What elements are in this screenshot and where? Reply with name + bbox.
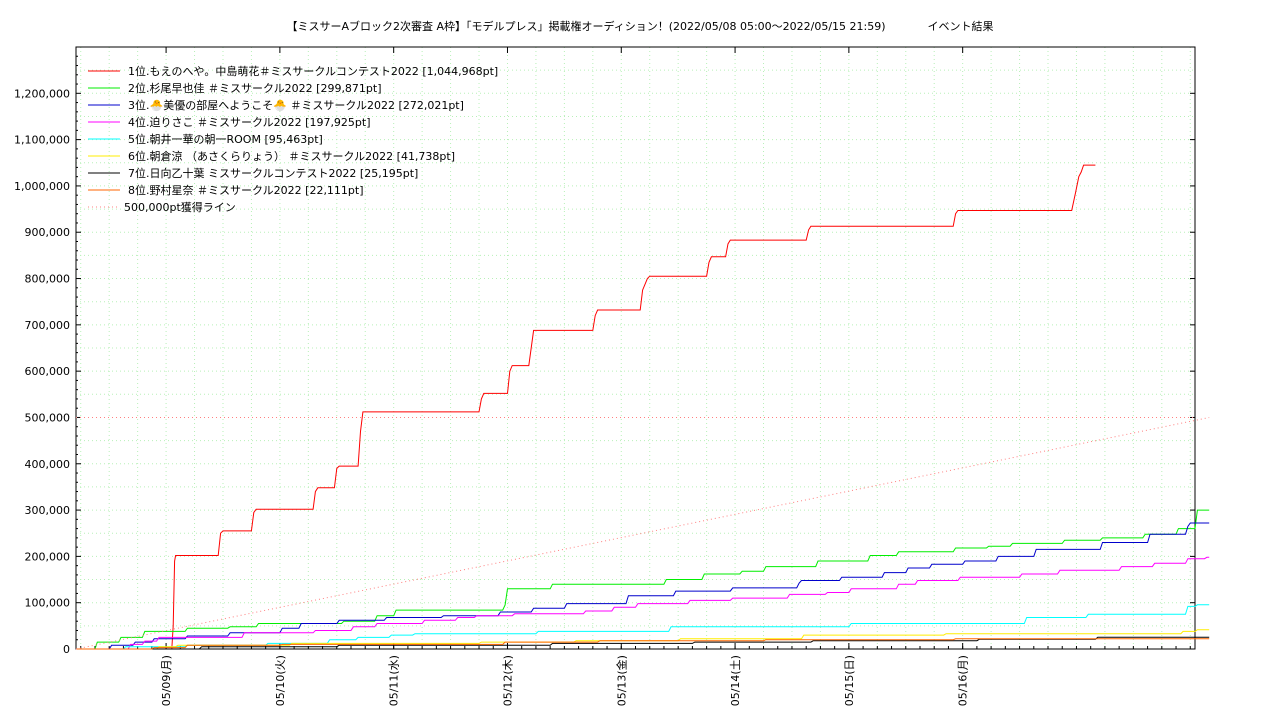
legend-label: 4位.迫りさこ ＃ミスサークル2022 [197,925pt] xyxy=(128,115,371,129)
legend-label: 7位.日向乙十葉 ミスサークルコンテスト2022 [25,195pt] xyxy=(128,166,418,180)
y-tick-label: 900,000 xyxy=(25,226,71,239)
legend-label: 3位.🐣美優の部屋へようこそ🐣 ＃ミスサークル2022 [272,021pt] xyxy=(128,98,464,112)
y-tick-label: 1,000,000 xyxy=(14,180,70,193)
legend-label: 500,000pt獲得ライン xyxy=(124,201,236,214)
series-line-9 xyxy=(75,417,1210,650)
y-tick-label: 500,000 xyxy=(25,411,71,424)
legend-label: 6位.朝倉涼 （あさくらりょう） ＃ミスサークル2022 [41,738pt] xyxy=(128,149,455,163)
y-tick-label: 400,000 xyxy=(25,458,71,471)
x-tick-label: 05/14(土) xyxy=(729,655,742,706)
series-line-2 xyxy=(76,509,1210,650)
y-tick-label: 600,000 xyxy=(25,365,71,378)
series-line-3 xyxy=(76,522,1210,650)
y-tick-label: 0 xyxy=(63,643,70,656)
y-tick-label: 1,100,000 xyxy=(14,134,70,147)
legend-label: 8位.野村星奈 ＃ミスサークル2022 [22,111pt] xyxy=(128,183,364,197)
legend-label: 1位.もえのへや。中島萌花＃ミスサークルコンテスト2022 [1,044,968… xyxy=(128,64,498,78)
x-tick-label: 05/16(月) xyxy=(957,655,970,706)
legend-label: 2位.杉尾早也佳 ＃ミスサークル2022 [299,871pt] xyxy=(128,81,382,95)
chart-title: 【ミスサーAブロック2次審査 A枠】「モデルプレス」掲載権オーディション！(20… xyxy=(286,20,994,33)
series-line-8 xyxy=(76,638,1210,650)
x-tick-label: 05/10(火) xyxy=(274,655,287,706)
y-tick-label: 100,000 xyxy=(25,597,71,610)
y-tick-label: 200,000 xyxy=(25,550,71,563)
y-tick-label: 700,000 xyxy=(25,319,71,332)
x-tick-label: 05/13(金) xyxy=(614,655,628,706)
x-tick-label: 05/11(水) xyxy=(388,655,401,706)
x-tick-label: 05/09(月) xyxy=(160,655,173,706)
y-tick-label: 1,200,000 xyxy=(14,87,70,100)
series-line-4 xyxy=(76,556,1210,650)
legend-label: 5位.朝井一華の朝一ROOM [95,463pt] xyxy=(128,132,323,146)
x-tick-label: 05/15(日) xyxy=(843,655,856,706)
x-tick-label: 05/12(木) xyxy=(501,655,514,706)
y-tick-label: 300,000 xyxy=(25,504,71,517)
y-tick-label: 800,000 xyxy=(25,273,71,286)
series-line-1 xyxy=(76,164,1096,650)
